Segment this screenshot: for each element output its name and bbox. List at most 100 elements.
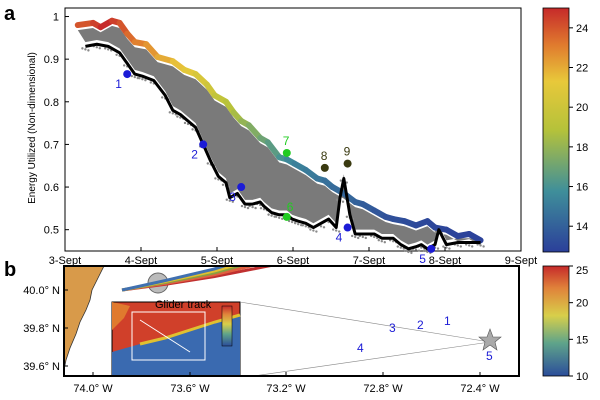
y-tick-label: 1	[53, 12, 59, 24]
upper-line-segment	[466, 230, 484, 244]
scatter-band	[77, 25, 481, 246]
scatter-point	[301, 224, 304, 227]
scatter-point	[254, 206, 257, 210]
y-tick-label: 39.6° N	[23, 361, 60, 373]
scatter-point	[267, 213, 270, 216]
x-tick-label: 72.8° W	[363, 383, 403, 395]
scatter-point	[338, 230, 341, 233]
marker-label: 2	[191, 147, 198, 161]
scatter-point	[445, 246, 448, 249]
scatter-point	[144, 79, 147, 82]
marker-dot	[343, 159, 352, 168]
colorbar-tick-label: 20	[576, 102, 588, 114]
scatter-point	[221, 183, 225, 186]
marker-dot	[282, 148, 291, 157]
marker-dot	[123, 70, 132, 79]
scatter-point	[364, 236, 367, 240]
scatter-point	[98, 47, 102, 50]
x-tick-label: 74.0° W	[73, 383, 113, 395]
panel-b-x-ticks: 74.0° W 73.6° W 73.2° W 72.8° W 72.4° W	[73, 372, 500, 395]
scatter-point	[240, 204, 244, 208]
scatter-point	[345, 181, 348, 184]
x-tick-label: 72.4° W	[460, 383, 500, 395]
scatter-point	[399, 246, 402, 249]
panel-a-y-ticks: 0.5 0.6 0.7 0.8 0.9 1	[44, 12, 69, 237]
scatter-point	[107, 48, 110, 51]
marker-label: 4	[336, 231, 343, 245]
panel-b-colorbar-ticks: 10 15 20 25	[569, 265, 588, 383]
scatter-point	[161, 96, 164, 99]
scatter-point	[404, 249, 407, 253]
scatter-point	[332, 228, 335, 231]
scatter-point	[278, 216, 281, 219]
panel-a-x-ticks: 3-Sept 4-Sept 5-Sept 6-Sept 7-Sept 8-Sept 9-Se…	[49, 247, 537, 267]
marker-label: 5	[419, 252, 426, 266]
scatter-point	[482, 245, 485, 248]
scatter-point	[407, 250, 410, 254]
scatter-point	[290, 220, 294, 224]
scatter-point	[309, 228, 312, 231]
x-tick-label: 73.2° W	[266, 383, 306, 395]
track-label: 2	[417, 318, 424, 332]
colorbar-tick-label: 24	[576, 23, 588, 35]
colorbar-tick-label: 22	[576, 63, 588, 75]
scatter-point	[417, 249, 421, 252]
scatter-point	[130, 74, 133, 78]
scatter-point	[246, 206, 250, 210]
scatter-point	[442, 245, 445, 248]
scatter-point	[123, 64, 126, 67]
panel-b-y-ticks: 40.0° N 39.8° N 39.6° N	[23, 285, 68, 373]
scatter-point	[319, 225, 323, 228]
x-tick-label: 3-Sept	[49, 255, 81, 267]
glider-track	[121, 266, 229, 292]
scatter-point	[351, 234, 354, 238]
track-label: 4	[357, 341, 364, 355]
scatter-point	[479, 244, 482, 247]
colorbar-tick-label: 16	[576, 182, 588, 194]
scatter-point	[115, 53, 118, 56]
scatter-point	[183, 121, 187, 125]
scatter-point	[335, 229, 338, 232]
scatter-point	[297, 222, 300, 226]
scatter-point	[251, 205, 254, 209]
scatter-point	[228, 199, 231, 202]
marker-dot	[237, 183, 246, 192]
scatter-point	[315, 230, 318, 233]
y-tick-label: 0.6	[44, 182, 59, 194]
marker-label: 9	[344, 145, 351, 159]
x-tick-label: 8-Sept	[429, 255, 461, 267]
scatter-point	[414, 248, 418, 251]
scatter-point	[281, 217, 284, 220]
scatter-point	[436, 247, 440, 250]
marker-label: 7	[283, 134, 290, 148]
scatter-point	[243, 205, 247, 209]
panel-a-lines	[74, 17, 484, 251]
scatter-point	[383, 241, 386, 244]
inset-map: Glider track	[111, 299, 241, 376]
marker-label: 8	[321, 149, 328, 163]
panel-b-map: Glider track 1 2 3 4 5	[64, 266, 519, 376]
scatter-point	[294, 221, 297, 225]
scatter-point	[456, 244, 459, 247]
marker-dot	[427, 244, 436, 253]
scatter-point	[104, 47, 107, 50]
scatter-point	[304, 225, 307, 228]
scatter-point	[357, 236, 360, 240]
marker-dot	[282, 212, 291, 221]
panel-b-colorbar	[542, 265, 570, 377]
scatter-point	[459, 245, 462, 248]
scatter-point	[426, 250, 429, 254]
scatter-point	[448, 247, 451, 250]
panel-a-letter: a	[4, 3, 16, 25]
scatter-point	[335, 198, 339, 201]
colorbar-tick-label: 25	[576, 265, 588, 277]
scatter-point	[423, 249, 426, 253]
x-tick-label: 4-Sept	[125, 255, 157, 267]
colorbar-tick-label: 15	[576, 334, 588, 346]
scatter-point	[133, 75, 136, 79]
scatter-point	[410, 251, 413, 255]
scatter-point	[95, 46, 99, 49]
upper-line-segment	[264, 139, 283, 161]
scatter-point	[471, 245, 474, 248]
